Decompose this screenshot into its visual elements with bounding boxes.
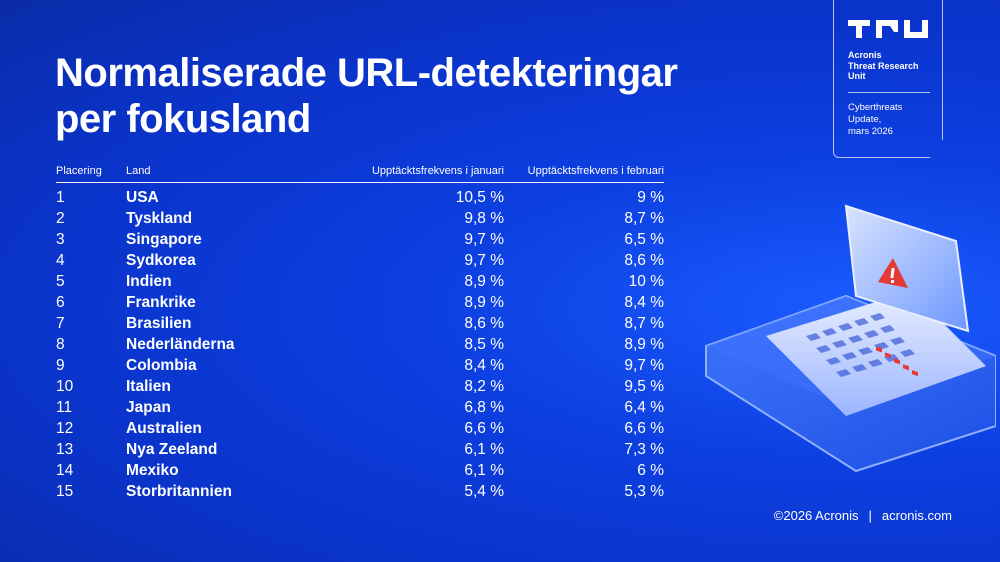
table-row: 9 Colombia 8,4 % 9,7 % (56, 355, 664, 376)
country-cell: Nederländerna (126, 335, 235, 353)
tru-logo-icon (848, 20, 928, 38)
january-cell: 6,1 % (464, 440, 504, 458)
rank-cell: 11 (56, 398, 73, 416)
table-row: 1 USA 10,5 % 9 % (56, 183, 664, 209)
january-cell: 6,8 % (464, 398, 504, 416)
rank-cell: 6 (56, 293, 65, 311)
january-cell: 9,8 % (464, 209, 504, 227)
table-row: 8 Nederländerna 8,5 % 8,9 % (56, 334, 664, 355)
rank-cell: 12 (56, 419, 74, 437)
january-cell: 6,6 % (464, 419, 504, 437)
january-cell: 9,7 % (464, 251, 504, 269)
february-cell: 8,7 % (624, 314, 664, 332)
rank-cell: 7 (56, 314, 65, 332)
february-cell: 10 % (628, 272, 664, 290)
february-cell: 9 % (637, 188, 664, 206)
table-row: 14 Mexiko 6,1 % 6 % (56, 460, 664, 481)
header-country: Land (126, 160, 286, 183)
january-cell: 8,5 % (464, 335, 504, 353)
country-cell: Singapore (126, 230, 202, 248)
laptop-warning-icon (705, 204, 996, 473)
january-cell: 8,9 % (464, 272, 504, 290)
badge-update-text: Cyberthreats Update, mars 2026 (848, 102, 903, 137)
february-cell: 6,6 % (624, 419, 664, 437)
january-cell: 6,1 % (464, 461, 504, 479)
january-cell: 8,6 % (464, 314, 504, 332)
header-rank: Placering (56, 160, 126, 183)
february-cell: 8,4 % (624, 293, 664, 311)
title-line-2: per fokusland (55, 97, 311, 141)
february-cell: 9,7 % (624, 356, 664, 374)
table-row: 12 Australien 6,6 % 6,6 % (56, 418, 664, 439)
february-cell: 9,5 % (624, 377, 664, 395)
rank-cell: 4 (56, 251, 65, 269)
country-cell: Mexiko (126, 461, 179, 479)
table-row: 3 Singapore 9,7 % 6,5 % (56, 229, 664, 250)
february-cell: 6,5 % (624, 230, 664, 248)
february-cell: 8,7 % (624, 209, 664, 227)
detection-table: Placering Land Upptäcktsfrekvens i janua… (56, 160, 664, 502)
country-cell: Frankrike (126, 293, 196, 311)
footer: ©2026 Acronis | acronis.com (774, 508, 952, 523)
table-row: 2 Tyskland 9,8 % 8,7 % (56, 208, 664, 229)
rank-cell: 8 (56, 335, 65, 353)
february-cell: 7,3 % (624, 440, 664, 458)
country-cell: Sydkorea (126, 251, 196, 269)
february-cell: 6,4 % (624, 398, 664, 416)
table-row: 5 Indien 8,9 % 10 % (56, 271, 664, 292)
header-january: Upptäcktsfrekvens i januari (286, 160, 504, 183)
table-row: 10 Italien 8,2 % 9,5 % (56, 376, 664, 397)
january-cell: 9,7 % (464, 230, 504, 248)
february-cell: 8,6 % (624, 251, 664, 269)
country-cell: Nya Zeeland (126, 440, 218, 458)
country-cell: USA (126, 188, 159, 206)
january-cell: 5,4 % (464, 482, 504, 500)
january-cell: 8,4 % (464, 356, 504, 374)
table-body: 1 USA 10,5 % 9 % 2 Tyskland 9,8 % 8,7 % 3 Singapo… (56, 183, 664, 503)
rank-cell: 3 (56, 230, 65, 248)
table-row: 7 Brasilien 8,6 % 8,7 % (56, 313, 664, 334)
table-header-row: Placering Land Upptäcktsfrekvens i janua… (56, 160, 664, 183)
rank-cell: 14 (56, 461, 74, 479)
february-cell: 6 % (637, 461, 664, 479)
table-row: 13 Nya Zeeland 6,1 % 7,3 % (56, 439, 664, 460)
rank-cell: 5 (56, 272, 65, 290)
january-cell: 8,2 % (464, 377, 504, 395)
page-title: Normaliserade URL-detekteringar per foku… (55, 50, 755, 142)
country-cell: Japan (126, 398, 171, 416)
rank-cell: 13 (56, 440, 74, 458)
country-cell: Colombia (126, 356, 197, 374)
rank-cell: 1 (56, 188, 65, 206)
january-cell: 10,5 % (455, 188, 504, 206)
table-row: 15 Storbritannien 5,4 % 5,3 % (56, 481, 664, 502)
country-cell: Italien (126, 377, 171, 395)
badge-divider (848, 92, 930, 93)
title-line-1: Normaliserade URL-detekteringar (55, 51, 678, 95)
january-cell: 8,9 % (464, 293, 504, 311)
rank-cell: 10 (56, 377, 74, 395)
header-february: Upptäcktsfrekvens i februari (504, 160, 664, 183)
country-cell: Storbritannien (126, 482, 232, 500)
rank-cell: 9 (56, 356, 65, 374)
badge-org-name: Acronis Threat Research Unit (848, 50, 919, 81)
footer-copyright: ©2026 Acronis (773, 508, 859, 523)
rank-cell: 15 (56, 482, 74, 500)
tru-badge: Acronis Threat Research Unit Cyberthreat… (833, 0, 943, 158)
table-row: 4 Sydkorea 9,7 % 8,6 % (56, 250, 664, 271)
february-cell: 5,3 % (624, 482, 664, 500)
rank-cell: 2 (56, 209, 65, 227)
country-cell: Indien (126, 272, 172, 290)
footer-website-link[interactable]: acronis.com (881, 508, 952, 523)
table-row: 11 Japan 6,8 % 6,4 % (56, 397, 664, 418)
february-cell: 8,9 % (624, 335, 664, 353)
footer-separator: | (868, 508, 872, 523)
country-cell: Brasilien (126, 314, 192, 332)
table-row: 6 Frankrike 8,9 % 8,4 % (56, 292, 664, 313)
country-cell: Australien (126, 419, 202, 437)
country-cell: Tyskland (126, 209, 193, 227)
